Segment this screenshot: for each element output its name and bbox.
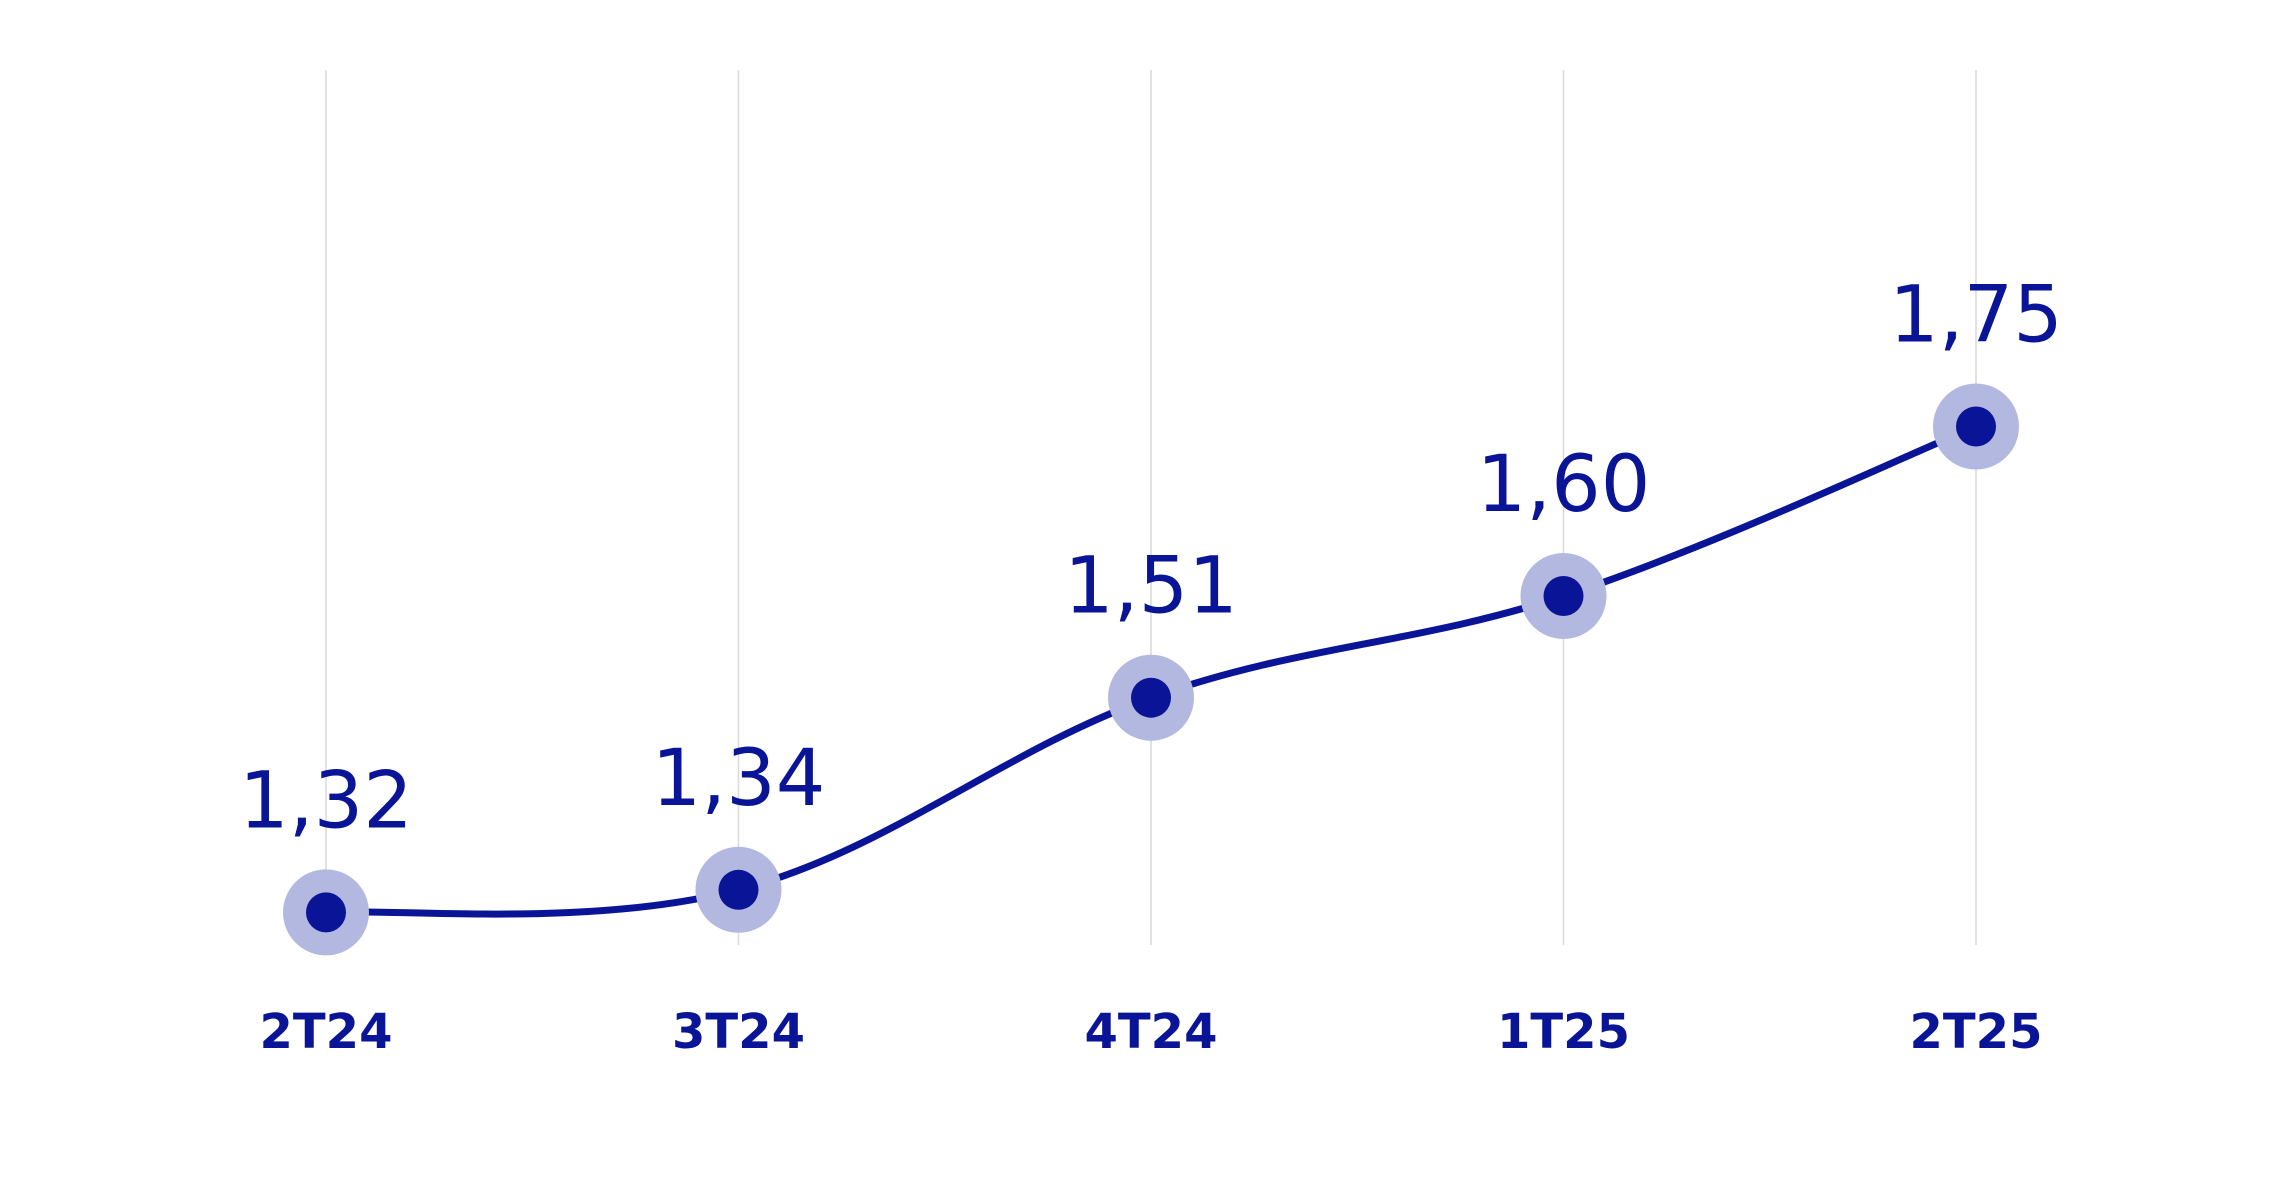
data-point-layer [283, 383, 2019, 956]
x-tick-label-2t24: 2T24 [260, 1004, 393, 1060]
data-label-2t25: 1,75 [1889, 271, 2063, 361]
data-label-4t24: 1,51 [1064, 542, 1238, 632]
x-tick-label-3t24: 3T24 [672, 1004, 805, 1060]
grid-lines [325, 70, 1977, 945]
data-point-1t25 [1543, 576, 1584, 616]
data-point-2t24 [306, 892, 346, 933]
data-label-layer: 1,32 1,34 1,51 1,60 1,75 [239, 271, 2063, 847]
data-point-4t24 [1131, 677, 1171, 718]
x-tick-label-4t24: 4T24 [1085, 1004, 1218, 1060]
data-point-3t24 [718, 869, 759, 910]
x-axis-tick-labels: 2T24 3T24 4T24 1T25 2T25 [260, 1004, 2043, 1060]
data-point-2t25 [1956, 406, 1996, 447]
x-tick-label-1t25: 1T25 [1497, 1004, 1630, 1060]
x-tick-label-2t25: 2T25 [1910, 1004, 2043, 1060]
data-label-2t24: 1,32 [239, 756, 413, 846]
data-label-3t24: 1,34 [652, 734, 826, 824]
data-label-1t25: 1,60 [1477, 440, 1651, 530]
